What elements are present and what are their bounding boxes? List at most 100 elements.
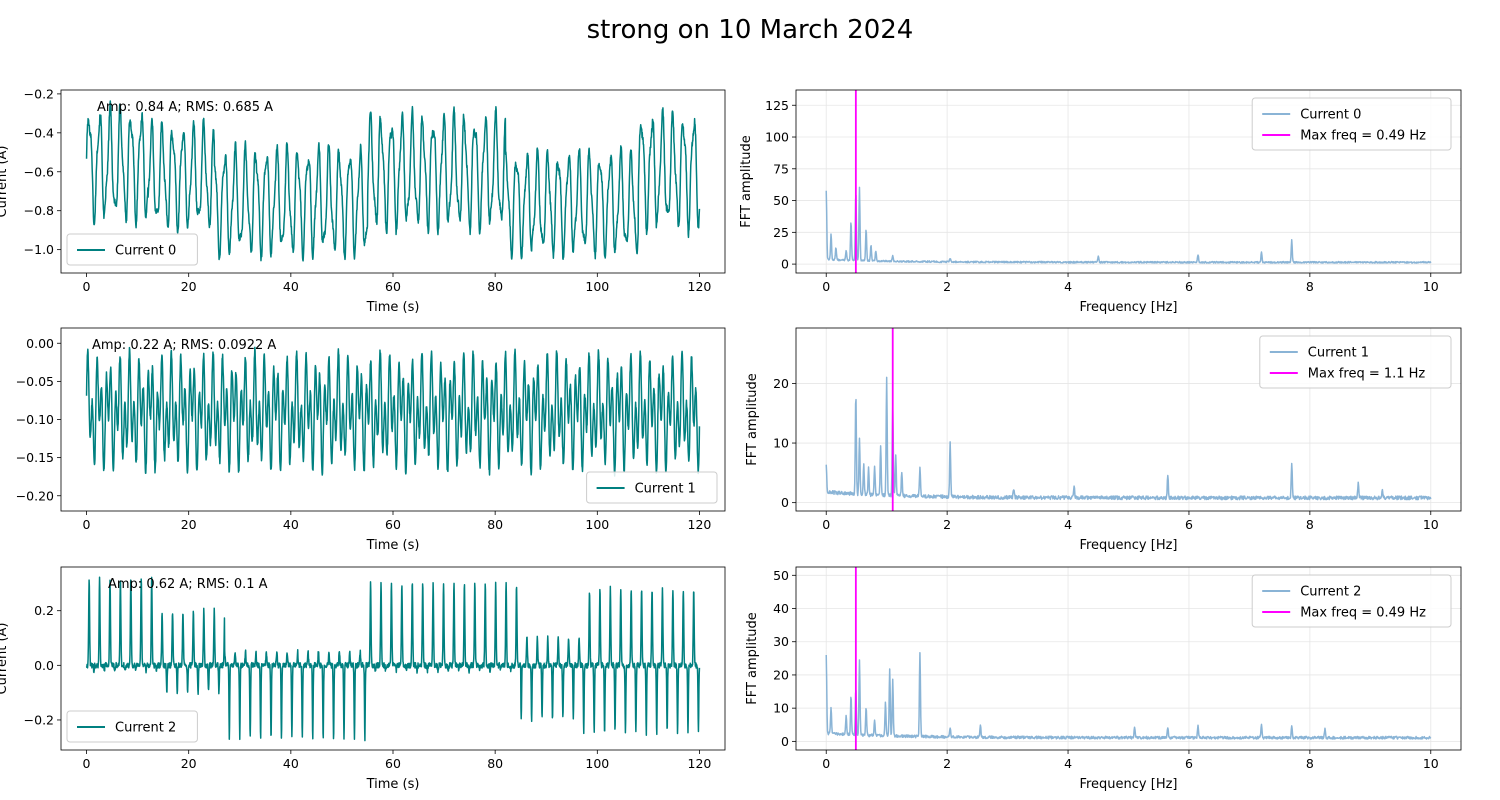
- x-axis-label: Time (s): [366, 300, 420, 315]
- y-axis-label: FFT amplitude: [745, 612, 760, 705]
- x-tick-label: 2: [943, 279, 951, 294]
- x-tick-label: 80: [487, 756, 503, 771]
- panels: 0 20 40 60 80 100 120−1.0−0.8−0.6−0.4−0.2Time …: [0, 86, 1462, 792]
- legend-label: Current 1: [635, 482, 696, 497]
- y-tick-label: −0.20: [16, 488, 54, 503]
- x-tick-label: 40: [283, 279, 299, 294]
- x-tick-label: 20: [181, 517, 197, 532]
- y-tick-label: 0: [781, 495, 789, 510]
- legend-box: [1259, 335, 1452, 389]
- series-line-current-2: [825, 651, 1432, 740]
- x-tick-label: 0: [83, 279, 91, 294]
- x-tick-label: 120: [688, 279, 712, 294]
- legend: Current 0: [66, 233, 198, 266]
- legend: Current 0 Max freq = 0.49 Hz: [1251, 97, 1452, 151]
- legend-label: Current 0: [1300, 108, 1361, 123]
- x-axis-label: Frequency [Hz]: [1079, 777, 1177, 792]
- x-tick-label: 10: [1423, 517, 1439, 532]
- x-tick-label: 4: [1064, 517, 1072, 532]
- legend: Current 1 Max freq = 1.1 Hz: [1259, 335, 1452, 389]
- x-tick-label: 100: [585, 756, 609, 771]
- y-tick-label: 20: [773, 376, 789, 391]
- series-line-current-0: [85, 100, 701, 262]
- y-axis-label: Current (A): [0, 623, 10, 695]
- x-tick-label: 40: [283, 756, 299, 771]
- y-tick-label: 0.00: [26, 336, 54, 351]
- y-tick-label: −0.2: [24, 86, 54, 101]
- legend-box: [1251, 97, 1452, 151]
- x-tick-label: 0: [83, 756, 91, 771]
- axes-frame: [795, 89, 1462, 274]
- y-tick-label: 40: [773, 601, 789, 616]
- x-tick-label: 10: [1423, 756, 1439, 771]
- legend-box: [1251, 574, 1452, 628]
- panel-fft-1: 0 2 4 6 8 10 0 10 20 Frequency [Hz] FFT amplitude C…: [745, 327, 1462, 553]
- x-tick-label: 2: [943, 756, 951, 771]
- x-tick-label: 10: [1423, 279, 1439, 294]
- series-line-current-2: [85, 576, 701, 742]
- x-tick-label: 0: [83, 517, 91, 532]
- stats-annotation: Amp: 0.84 A; RMS: 0.685 A: [97, 100, 273, 115]
- x-tick-label: 120: [688, 756, 712, 771]
- x-tick-label: 120: [688, 517, 712, 532]
- y-tick-label: 100: [765, 130, 789, 145]
- x-tick-label: 2: [943, 517, 951, 532]
- plot-area: [825, 90, 1432, 273]
- x-axis-label: Time (s): [366, 538, 420, 553]
- y-tick-label: −0.15: [16, 450, 54, 465]
- y-tick-label: −0.4: [24, 125, 54, 140]
- y-tick-label: 0.0: [34, 658, 54, 673]
- legend: Current 1: [586, 471, 718, 504]
- y-tick-label: 50: [773, 193, 789, 208]
- plot-area: [825, 567, 1432, 750]
- x-tick-label: 20: [181, 279, 197, 294]
- x-tick-label: 4: [1064, 756, 1072, 771]
- y-tick-label: −0.2: [24, 712, 54, 727]
- y-tick-label: −1.0: [24, 242, 54, 257]
- x-tick-label: 8: [1306, 517, 1314, 532]
- y-axis-label: FFT amplitude: [739, 135, 754, 228]
- figure-title: strong on 10 March 2024: [587, 15, 914, 45]
- stats-annotation: Amp: 0.22 A; RMS: 0.0922 A: [92, 338, 276, 353]
- x-tick-label: 6: [1185, 756, 1193, 771]
- x-axis-label: Frequency [Hz]: [1079, 538, 1177, 553]
- legend-label: Current 1: [1308, 346, 1369, 361]
- y-tick-label: −0.10: [16, 412, 54, 427]
- legend-box: [66, 233, 198, 266]
- legend-label: Max freq = 0.49 Hz: [1300, 606, 1426, 621]
- plot-area: [85, 346, 701, 477]
- y-tick-label: −0.8: [24, 203, 54, 218]
- plot-area: [825, 328, 1432, 511]
- x-tick-label: 20: [181, 756, 197, 771]
- x-tick-label: 100: [585, 279, 609, 294]
- x-tick-label: 60: [385, 279, 401, 294]
- plot-area: [85, 576, 701, 742]
- x-tick-label: 6: [1185, 517, 1193, 532]
- plot-area: [85, 100, 701, 262]
- y-tick-label: 50: [773, 568, 789, 583]
- legend-label: Max freq = 1.1 Hz: [1308, 367, 1426, 382]
- legend-label: Current 2: [115, 721, 176, 736]
- series-line-current-0: [825, 186, 1432, 264]
- x-tick-label: 40: [283, 517, 299, 532]
- panel-time-0: 0 20 40 60 80 100 120 −1.0 −0.8 −0.6 −0.4 −0.2 Time …: [0, 86, 726, 315]
- x-tick-label: 60: [385, 517, 401, 532]
- y-tick-label: 25: [773, 225, 789, 240]
- stats-annotation: Amp: 0.62 A; RMS: 0.1 A: [108, 577, 268, 592]
- legend: Current 2 Max freq = 0.49 Hz: [1251, 574, 1452, 628]
- y-tick-label: 10: [773, 701, 789, 716]
- legend-box: [66, 710, 198, 743]
- x-tick-label: 0: [822, 279, 830, 294]
- series-line-current-1: [825, 376, 1432, 501]
- legend-box: [586, 471, 718, 504]
- x-tick-label: 80: [487, 517, 503, 532]
- x-tick-label: 8: [1306, 756, 1314, 771]
- x-tick-label: 4: [1064, 279, 1072, 294]
- y-tick-label: −0.05: [16, 374, 54, 389]
- y-tick-label: 30: [773, 634, 789, 649]
- y-axis-label: Current (A): [0, 146, 10, 218]
- x-tick-label: 100: [585, 517, 609, 532]
- x-tick-label: 0: [822, 756, 830, 771]
